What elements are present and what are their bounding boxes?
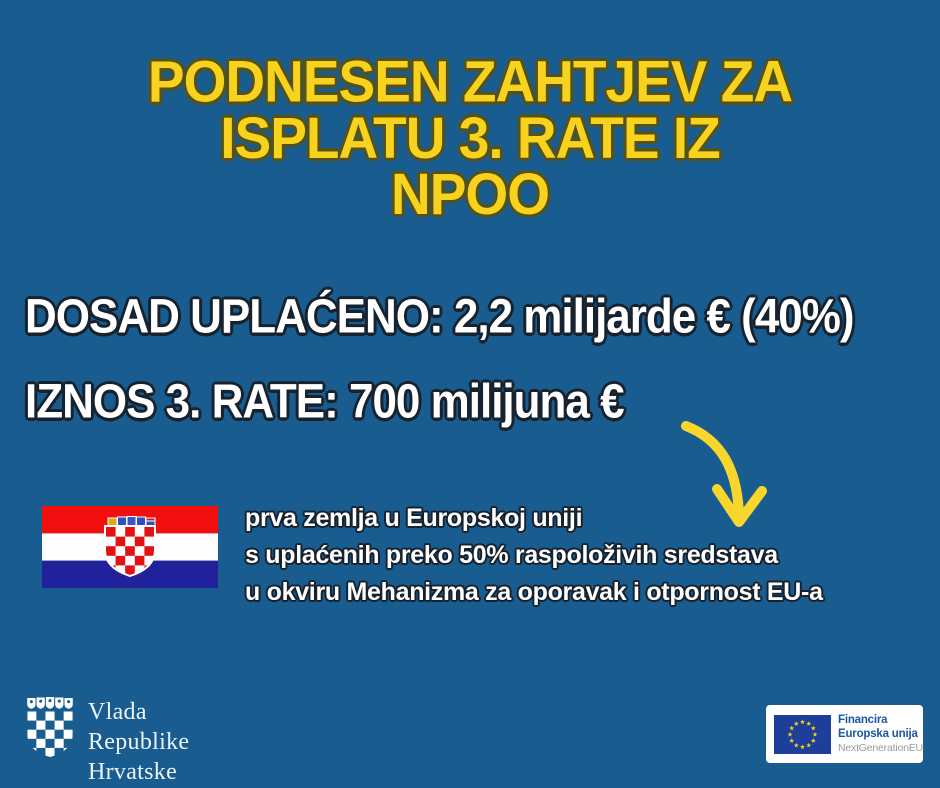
- eu-flag-icon: [774, 714, 831, 754]
- highlight-line-2: s uplaćenih preko 50% raspoloživih sreds…: [245, 541, 778, 569]
- highlight-line-1: prva zemlja u Europskoj uniji: [245, 504, 583, 532]
- highlight-text: prva zemlja u Europskoj uniji s uplaćeni…: [245, 500, 823, 611]
- government-logo: Vlada Republike Hrvatske: [27, 697, 189, 787]
- eu-funding-line-3: NextGenerationEU: [838, 742, 923, 754]
- croatia-coat-of-arms-icon: [27, 697, 73, 762]
- croatian-flag: [42, 506, 218, 593]
- eu-funding-text: Financira Europska unija NextGenerationE…: [838, 713, 923, 755]
- stat-paid-so-far: DOSAD UPLAĆENO: 2,2 milijarde € (40%): [25, 289, 855, 344]
- highlight-line-3: u okviru Mehanizma za oporavak i otporno…: [245, 578, 823, 606]
- eu-funding-badge: Financira Europska unija NextGenerationE…: [766, 705, 923, 763]
- gov-line-2: Republike: [88, 729, 190, 755]
- eu-funding-line-2: Europska unija: [838, 728, 918, 740]
- title-line-3: NPOO: [391, 161, 550, 227]
- curved-down-arrow-icon: [676, 418, 768, 535]
- government-logo-text: Vlada Republike Hrvatske: [88, 697, 189, 787]
- title-line-2: ISPLATU 3. RATE IZ: [220, 104, 720, 171]
- eu-funding-line-1: Financira: [838, 714, 888, 726]
- gov-line-1: Vlada: [88, 699, 147, 725]
- page-title: PODNESEN ZAHTJEV ZA ISPLATU 3. RATE IZ N…: [0, 48, 940, 227]
- gov-line-3: Hrvatske: [88, 759, 178, 785]
- title-line-1: PODNESEN ZAHTJEV ZA: [147, 48, 793, 115]
- stat-third-installment: IZNOS 3. RATE: 700 milijuna €: [25, 374, 625, 429]
